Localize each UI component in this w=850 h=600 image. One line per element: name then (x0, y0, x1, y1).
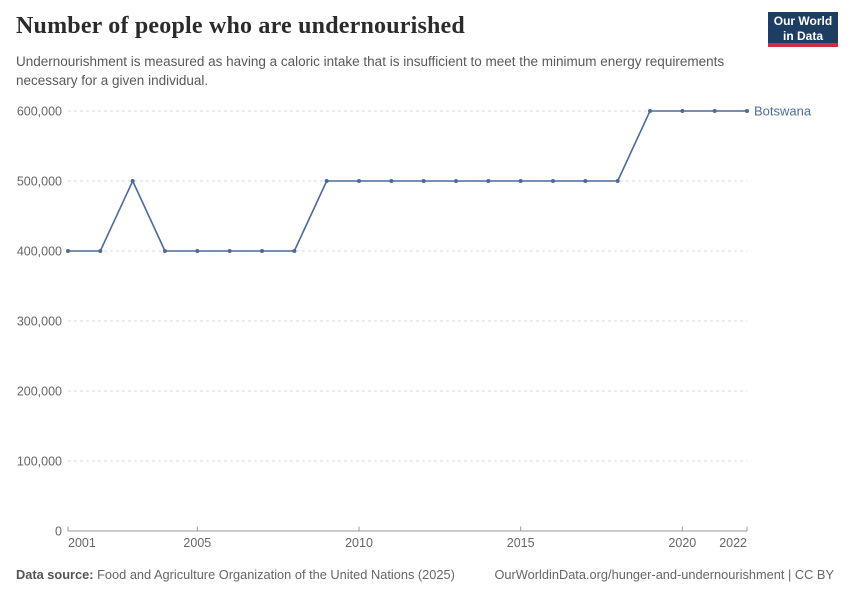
data-point[interactable] (98, 249, 103, 253)
data-point[interactable] (712, 109, 717, 113)
page-title: Number of people who are undernourished (16, 13, 465, 39)
data-point[interactable] (292, 249, 297, 253)
x-axis-label: 2001 (68, 536, 96, 550)
chart-footer: Data source: Food and Agriculture Organi… (16, 567, 834, 582)
data-point[interactable] (195, 249, 200, 253)
data-point[interactable] (583, 179, 588, 183)
footer-citation-link[interactable]: OurWorldinData.org/hunger-and-undernouri… (494, 567, 834, 582)
data-point[interactable] (421, 179, 426, 183)
x-axis-label: 2005 (183, 536, 211, 550)
chart-svg: 0 100,000 200,000 300,000 400,000 500,000 600,… (17, 104, 812, 551)
owid-logo-line1: Our World (773, 14, 833, 28)
data-point[interactable] (454, 179, 458, 183)
data-point[interactable] (66, 249, 70, 253)
owid-logo-line2: in Data (782, 29, 823, 43)
y-axis-label: 0 (55, 524, 62, 538)
chart-subtitle: Undernourishment is measured as having a… (16, 54, 725, 88)
data-point[interactable] (486, 179, 491, 183)
x-axis-label: 2022 (719, 536, 747, 550)
y-axis-label: 500,000 (17, 174, 62, 188)
data-point[interactable] (260, 249, 264, 253)
data-point[interactable] (518, 179, 523, 183)
y-axis-label: 100,000 (17, 454, 62, 468)
data-point[interactable] (745, 109, 749, 113)
data-point[interactable] (357, 179, 361, 183)
y-axis-label: 200,000 (17, 384, 62, 398)
y-axis-label: 600,000 (17, 104, 62, 118)
data-source-value: Food and Agriculture Organization of the… (97, 567, 455, 582)
data-point[interactable] (130, 179, 135, 183)
x-axis-label: 2015 (507, 536, 535, 550)
data-source: Data source: Food and Agriculture Organi… (16, 567, 455, 582)
data-point[interactable] (615, 179, 620, 183)
x-axis-label: 2020 (668, 536, 696, 550)
y-axis-label: 400,000 (17, 244, 62, 258)
data-point[interactable] (227, 249, 232, 253)
x-axis-label: 2010 (345, 536, 373, 550)
data-point[interactable] (389, 179, 394, 183)
data-point[interactable] (551, 179, 555, 183)
data-point[interactable] (680, 109, 685, 113)
data-source-label: Data source: (16, 567, 94, 582)
y-axis-label: 300,000 (17, 314, 62, 328)
data-point[interactable] (163, 249, 167, 253)
owid-logo[interactable]: Our World in Data (768, 12, 838, 47)
data-point[interactable] (324, 179, 329, 183)
data-line[interactable] (67, 110, 748, 252)
data-point[interactable] (648, 109, 652, 113)
series-label[interactable]: Botswana (754, 104, 812, 119)
